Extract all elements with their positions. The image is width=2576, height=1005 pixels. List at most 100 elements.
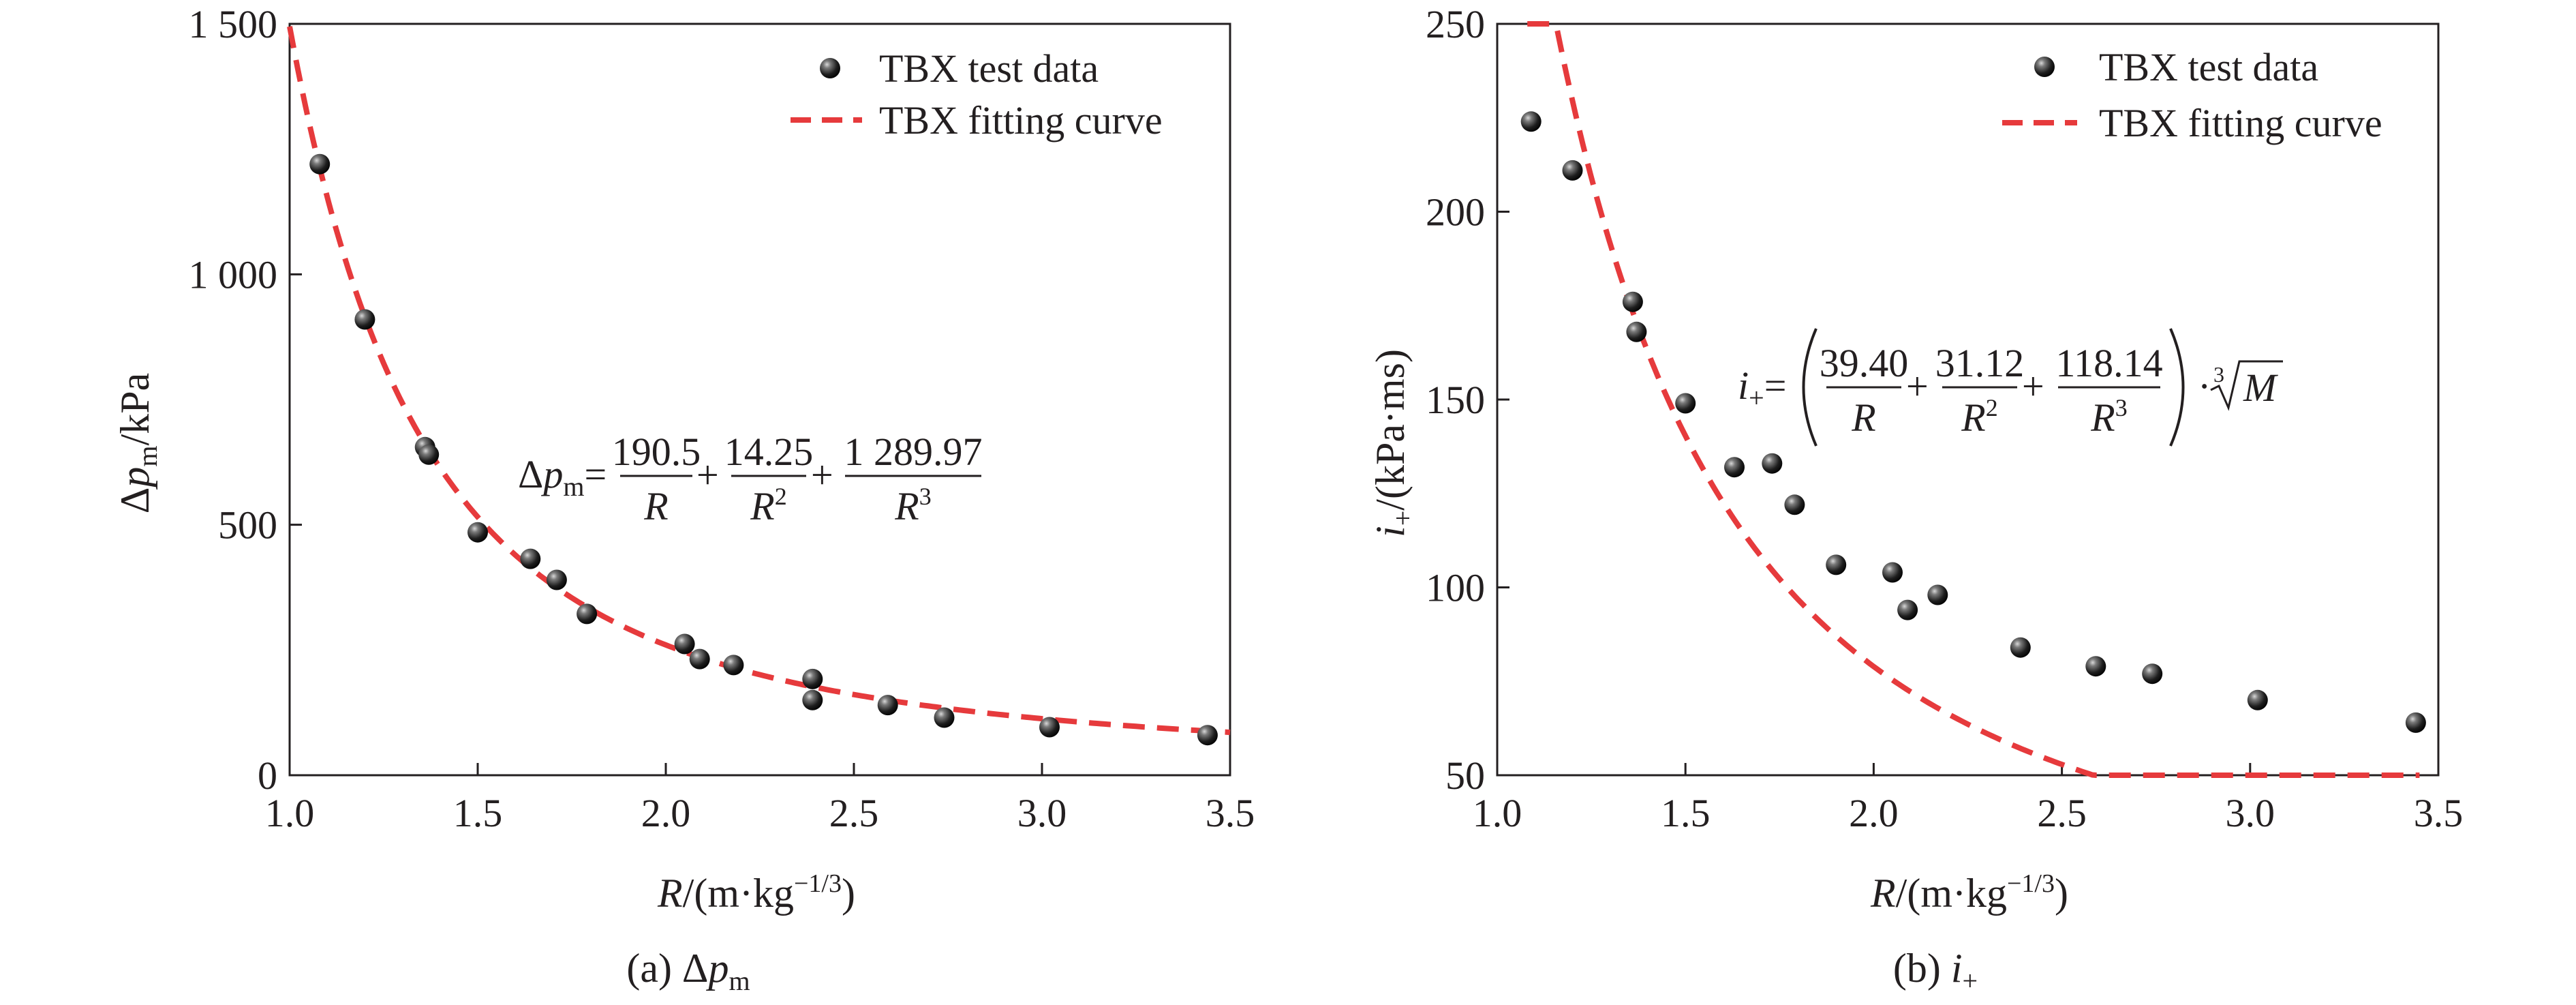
x-tick-label: 1.0 (265, 791, 315, 835)
x-tick-label: 3.5 (1206, 791, 1255, 835)
data-point (1826, 554, 1847, 575)
panel-a-eq-num-1: 190.5 (612, 430, 701, 474)
data-point (1626, 321, 1647, 342)
data-point (2142, 663, 2163, 685)
panel-b-tick-labels: 1.0 1.5 2.0 2.5 3.0 3.5 50 100 150 200 250 (1426, 2, 2463, 835)
data-point (520, 548, 541, 569)
right-paren (2169, 328, 2185, 447)
x-tick-label: 1.0 (1473, 791, 1522, 835)
data-point (1897, 599, 1918, 620)
data-point (1197, 725, 1218, 746)
panel-b-eq-root-index: 3 (2213, 362, 2224, 387)
legend-marker-icon (2034, 57, 2055, 77)
data-point (802, 668, 823, 689)
x-tick-label: 2.5 (829, 791, 879, 835)
panel-b-caption: (b) i+ (1893, 946, 1978, 996)
data-point (1927, 584, 1948, 605)
y-tick-label: 150 (1426, 378, 1485, 422)
data-point (1784, 494, 1805, 515)
data-point (1762, 453, 1783, 474)
panel-b-legend-fitting-curve: TBX fitting curve (2099, 101, 2382, 145)
y-tick-label: 200 (1426, 190, 1485, 235)
x-tick-label: 2.0 (641, 791, 691, 835)
x-tick-label: 3.5 (2414, 791, 2464, 835)
data-point (934, 707, 955, 728)
x-tick-label: 1.5 (453, 791, 503, 835)
panel-a-tick-labels: 1.0 1.5 2.0 2.5 3.0 3.5 0 500 1 000 1 500 (189, 2, 1255, 835)
panel-b-eq-num-1: 39.40 (1820, 341, 1909, 385)
panel-b-eq-den-3: R3 (2090, 394, 2127, 440)
panel-a-legend: TBX test data TBX fitting curve (791, 46, 1163, 142)
data-point (2405, 712, 2426, 733)
panel-a-y-axis-label: Δpm/kPa (112, 373, 163, 513)
panel-b: 1.0 1.5 2.0 2.5 3.0 3.5 50 100 150 200 250 i+/(kPa… (1368, 2, 2463, 996)
data-point (546, 569, 567, 590)
panel-b-eq-plus-2: + (2022, 364, 2044, 408)
panel-b-eq-lhs: i+= (1738, 363, 1786, 413)
y-tick-label: 1 500 (189, 2, 278, 46)
panel-a: 1.0 1.5 2.0 2.5 3.0 3.5 0 500 1 000 1 500 Δpm/kPa… (112, 2, 1255, 996)
data-point (1562, 160, 1583, 181)
panel-a-eq-num-3: 1 289.97 (844, 430, 983, 474)
data-point (1622, 291, 1643, 312)
data-point (1675, 393, 1696, 414)
data-point (309, 153, 331, 175)
panel-b-axes (1496, 22, 2440, 777)
data-point (418, 444, 440, 465)
data-point (877, 695, 898, 716)
data-point (354, 309, 375, 330)
panel-b-eq-dot: · (2198, 364, 2211, 408)
y-tick-label: 0 (258, 753, 277, 798)
panel-b-eq-den-1: R (1851, 395, 1875, 440)
x-tick-label: 2.5 (2037, 791, 2087, 835)
y-tick-label: 500 (218, 503, 277, 548)
data-point (2010, 637, 2031, 658)
panel-b-x-axis-label: R/(m·kg−1/3) (1870, 869, 2068, 916)
panel-a-eq-den-1: R (643, 484, 668, 528)
panel-a-eq-den-3: R3 (894, 483, 931, 528)
panel-b-legend: TBX test data TBX fitting curve (2002, 45, 2382, 145)
panel-b-eq-num-3: 118.14 (2055, 341, 2162, 385)
panel-b-eq-plus-1: + (1906, 364, 1929, 408)
panel-a-equation: Δpm= 190.5 R + 14.25 R2 + 1 289.97 R3 (518, 430, 983, 528)
data-point (1039, 717, 1060, 738)
data-point (1724, 457, 1745, 478)
panel-b-equation: i+= 39.40 R + 31.12 R2 + 118.14 R3 · 3 M (1738, 328, 2283, 447)
panel-a-eq-den-2: R2 (750, 483, 786, 528)
y-tick-label: 250 (1426, 2, 1485, 46)
x-tick-label: 1.5 (1661, 791, 1711, 835)
data-point (2247, 689, 2268, 710)
panel-a-eq-plus-1: + (696, 453, 719, 497)
plot-frame (288, 22, 1231, 777)
panel-a-eq-lhs: Δpm= (518, 452, 607, 502)
radical-sign-icon (2210, 360, 2283, 411)
left-paren (1802, 328, 1818, 447)
panel-a-test-points (309, 153, 1218, 746)
data-point (2085, 656, 2106, 677)
data-point (689, 648, 710, 670)
y-tick-label: 1 000 (189, 252, 278, 297)
fitting-curve-line (287, 26, 1231, 736)
data-point (723, 655, 744, 676)
data-point (467, 522, 488, 543)
y-tick-label: 100 (1426, 566, 1485, 610)
data-point (577, 603, 598, 625)
panel-a-eq-plus-2: + (811, 453, 833, 497)
legend-marker-icon (820, 58, 840, 78)
panel-a-fitting-curve (287, 26, 1231, 736)
x-tick-label: 3.0 (1017, 791, 1067, 835)
panel-a-caption: (a) Δpm (626, 946, 750, 996)
panel-b-eq-root-sym: M (2243, 365, 2278, 410)
panel-a-legend-test-data: TBX test data (879, 46, 1099, 91)
panel-b-legend-test-data: TBX test data (2099, 45, 2318, 89)
data-point (1520, 111, 1542, 132)
x-tick-label: 2.0 (1849, 791, 1899, 835)
panel-b-test-points (1520, 111, 2426, 733)
data-point (674, 633, 695, 655)
panel-a-legend-fitting-curve: TBX fitting curve (879, 98, 1163, 142)
data-point (1882, 562, 1903, 583)
panel-b-eq-den-2: R2 (1961, 394, 1997, 440)
panel-a-axes (288, 22, 1231, 777)
